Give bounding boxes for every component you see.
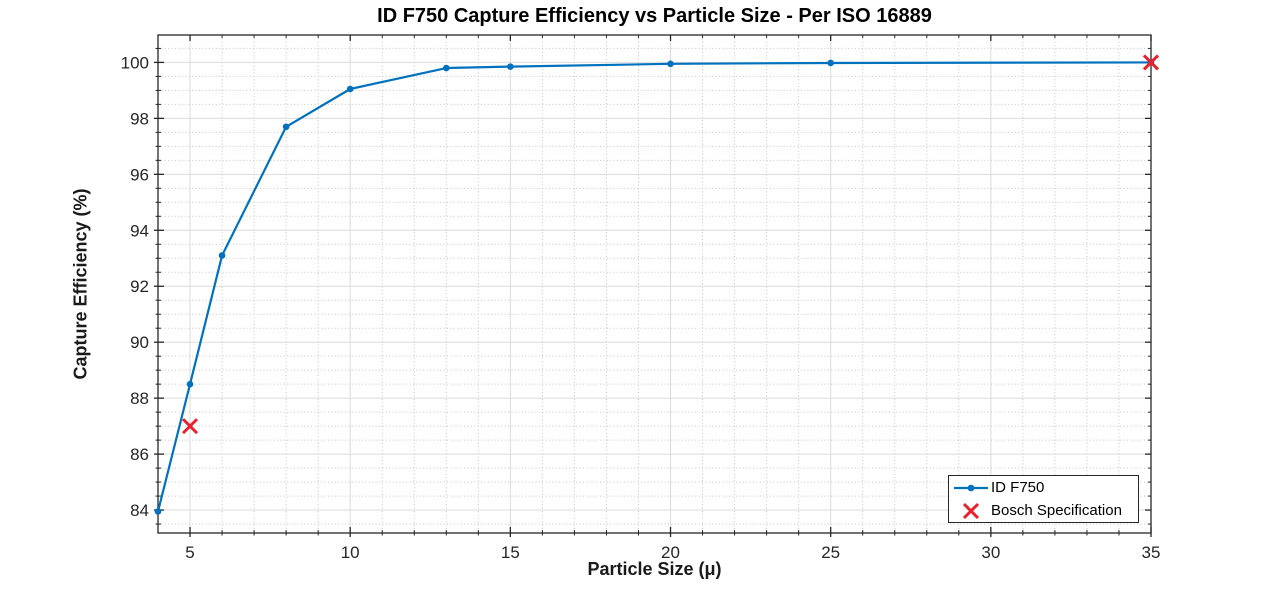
- bosch-spec-x-marker: [1142, 54, 1160, 71]
- x-tick-label: 35: [1142, 543, 1161, 562]
- grid-minor: [158, 35, 1151, 533]
- x-tick-label: 10: [341, 543, 360, 562]
- axis-ticks: [154, 35, 1152, 537]
- id-f750-marker: [507, 63, 514, 70]
- x-tick-label: 5: [185, 543, 194, 562]
- id-f750-marker: [827, 59, 834, 67]
- x-tick-label: 25: [821, 543, 840, 562]
- legend-x-marker-icon: [962, 502, 980, 519]
- id-f750-marker: [218, 252, 226, 259]
- x-tick-label: 15: [501, 543, 520, 562]
- y-tick-label: 96: [130, 165, 149, 184]
- y-tick-label: 92: [130, 277, 149, 296]
- legend-line-marker-icon: [954, 484, 988, 491]
- y-tick-label: 98: [130, 109, 149, 128]
- legend-label-bosch-specification: Bosch Specification: [991, 502, 1122, 519]
- y-tick-label: 84: [130, 501, 149, 520]
- y-tick-label: 94: [130, 221, 149, 240]
- id-f750-marker: [186, 380, 194, 388]
- legend: ID F750 Bosch Specification: [948, 475, 1139, 523]
- id-f750-marker: [442, 64, 450, 72]
- bosch-spec-x-marker: [181, 418, 199, 435]
- y-tick-labels: 84 86 88 90 92 94 96 98 100: [121, 53, 149, 520]
- y-axis-label: Capture Efficiency (%): [70, 188, 91, 380]
- x-tick-label: 30: [981, 543, 1000, 562]
- legend-label-id-f750: ID F750: [991, 479, 1045, 496]
- series-id-f750: [154, 59, 1155, 515]
- chart-title: ID F750 Capture Efficiency vs Particle S…: [377, 5, 932, 27]
- id-f750-marker: [282, 123, 290, 131]
- x-tick-label: 20: [661, 543, 680, 562]
- series-bosch-specification: [181, 54, 1160, 435]
- x-axis-label: Particle Size (μ): [587, 559, 722, 579]
- y-tick-label: 90: [130, 333, 149, 352]
- y-tick-label: 86: [130, 445, 149, 464]
- id-f750-line: [156, 61, 1152, 512]
- grid-major: [158, 35, 1151, 533]
- legend-entry-id-f750: ID F750: [953, 476, 1138, 499]
- x-tick-labels: 5 10 15 20 25 30 35: [185, 543, 1160, 562]
- y-tick-label: 88: [130, 389, 149, 408]
- axis-border: [157, 34, 1152, 534]
- legend-entry-bosch-specification: Bosch Specification: [953, 499, 1138, 522]
- id-f750-marker: [346, 85, 354, 93]
- y-tick-label: 100: [121, 53, 149, 72]
- id-f750-marker: [667, 60, 674, 68]
- id-f750-marker: [154, 508, 162, 515]
